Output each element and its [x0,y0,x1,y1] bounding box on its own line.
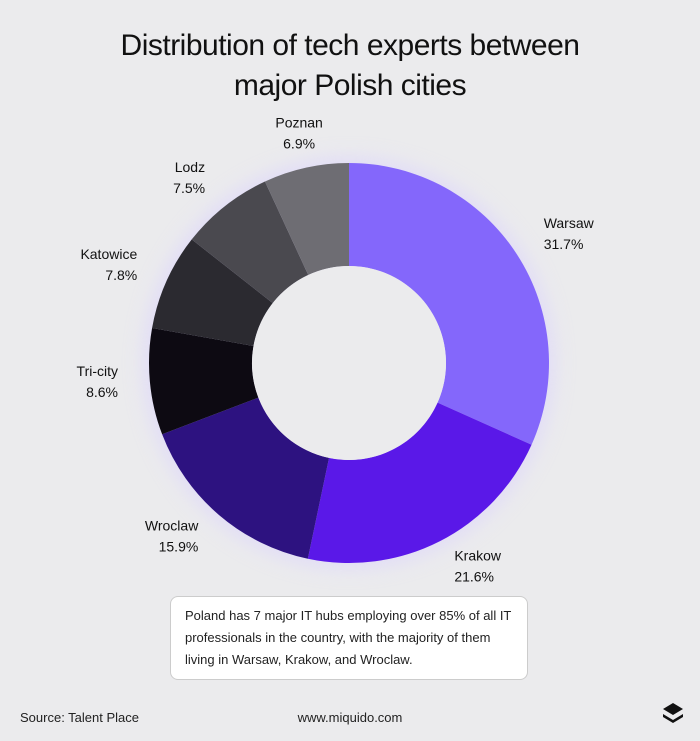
note: Poland has 7 major IT hubs employing ove… [170,596,528,680]
slice [349,163,549,445]
category-label: Krakow [454,548,502,564]
slice [162,397,330,559]
slice [149,327,259,435]
slice [191,181,309,304]
hole [252,266,446,460]
value-label: 7.5% [173,180,205,196]
value-label: 15.9% [159,538,199,554]
logo [663,703,683,723]
category-label: Warsaw [544,215,595,231]
chart-title: Distribution of tech experts between maj… [120,29,580,102]
slice [152,239,273,347]
value-label: 6.9% [283,135,315,151]
slice [264,163,349,275]
category-label: Tri-city [77,363,118,379]
slice [307,402,532,563]
category-label: Wroclaw [145,517,199,533]
category-label: Katowice [80,246,137,262]
value-label: 8.6% [86,384,118,400]
source: Source: Talent Place [20,710,139,725]
category-label: Lodz [175,159,205,175]
website: www.miquido.com [297,710,403,725]
value-label: 7.8% [105,267,137,283]
category-label: Poznan [275,114,322,130]
value-label: 21.6% [454,569,494,585]
value-label: 31.7% [544,236,584,252]
